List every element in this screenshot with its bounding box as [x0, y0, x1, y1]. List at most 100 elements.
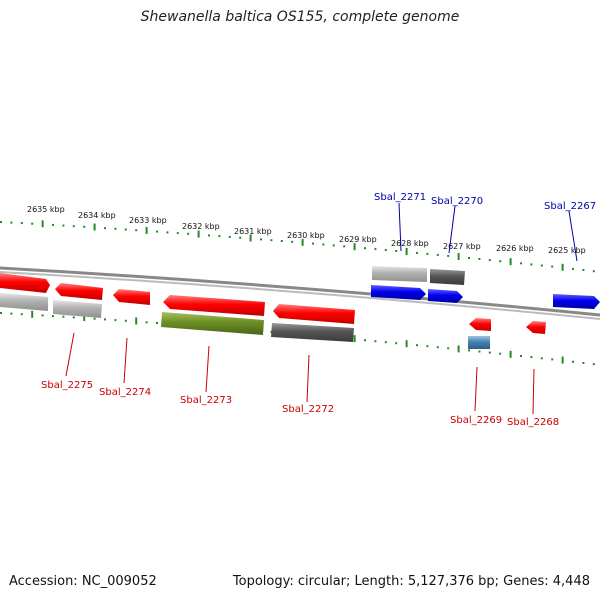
minor-tick [104, 318, 106, 321]
minor-tick [592, 363, 595, 366]
minor-tick [239, 236, 242, 239]
minor-tick [312, 242, 314, 245]
minor-tick [10, 312, 13, 315]
gene-sbal-2274[interactable] [55, 283, 103, 300]
major-tick [197, 230, 200, 238]
minor-tick [572, 267, 574, 270]
scale-label: 2635 kbp [27, 205, 65, 214]
major-tick [405, 248, 408, 255]
gene-label[interactable]: Sbal_2273 [180, 395, 232, 406]
map-title: Shewanella baltica OS155, complete genom… [140, 9, 460, 25]
minor-tick [395, 250, 398, 252]
minor-tick [114, 227, 117, 230]
minor-tick [52, 223, 54, 226]
leader-sbal-2268 [532, 368, 535, 415]
gene-track-inner [0, 293, 546, 349]
minor-tick [145, 321, 148, 324]
minor-tick [572, 360, 574, 363]
gene-olive[interactable] [161, 312, 264, 335]
gene-sbal-2268[interactable] [526, 321, 546, 334]
minor-tick [530, 263, 533, 266]
minor-tick [41, 314, 44, 317]
leader-sbal-2274 [123, 337, 128, 384]
scale-label: 2632 kbp [182, 222, 220, 231]
gene-sbal-2270-gray[interactable] [430, 269, 465, 285]
minor-tick [72, 316, 75, 319]
gene-label[interactable]: Sbal_2272 [282, 404, 334, 415]
scale-labels: 2635 kbp 2634 kbp 2633 kbp 2632 kbp 2631… [27, 205, 586, 255]
major-tick [509, 258, 512, 266]
minor-tick [478, 350, 481, 353]
major-tick [353, 335, 356, 343]
major-tick [301, 238, 304, 246]
minor-tick [93, 317, 96, 320]
major-tick [457, 345, 460, 353]
gene-label[interactable]: Sbal_2267 [544, 201, 596, 212]
gene-sbal-2273[interactable] [113, 289, 150, 305]
minor-tick [291, 240, 294, 243]
minor-tick [228, 235, 231, 238]
minor-tick [218, 235, 221, 238]
minor-tick [426, 252, 429, 255]
gene-sbal-2275[interactable] [0, 273, 50, 293]
gene-dark[interactable] [271, 323, 354, 342]
gene-sbal-2267[interactable] [553, 294, 600, 309]
minor-tick [156, 322, 158, 324]
minor-tick [436, 346, 439, 349]
minor-tick [530, 356, 533, 359]
gene-sbal-2272b[interactable] [273, 304, 355, 324]
gene-sbal-2269[interactable] [469, 318, 491, 331]
minor-tick [156, 230, 158, 233]
leader-sbal-2270 [448, 205, 456, 254]
backbone-strand-outer [0, 266, 600, 317]
scale-ticks-outer [0, 220, 595, 273]
gene-label[interactable]: Sbal_2269 [450, 415, 502, 426]
minor-tick [478, 258, 481, 260]
minor-tick [488, 351, 491, 354]
gene-steel[interactable] [468, 336, 490, 349]
minor-tick [488, 259, 491, 262]
gene-sbal-2271[interactable] [371, 285, 426, 300]
gene-gray-1[interactable] [0, 293, 48, 311]
minor-tick [114, 319, 117, 322]
minor-tick [416, 251, 418, 254]
minor-tick [31, 222, 34, 225]
minor-tick [124, 319, 127, 322]
gene-sbal-2271-gray[interactable] [372, 266, 427, 282]
minor-tick [582, 269, 585, 271]
minor-tick [520, 355, 522, 357]
gene-label[interactable]: Sbal_2274 [99, 387, 151, 398]
major-tick [561, 356, 564, 364]
minor-tick [592, 270, 595, 273]
leader-sbal-2272 [306, 354, 310, 403]
minor-tick [520, 262, 522, 265]
minor-tick [20, 313, 23, 316]
gene-sbal-2270[interactable] [428, 289, 463, 303]
major-tick [249, 234, 252, 242]
scale-label: 2630 kbp [287, 231, 325, 240]
major-tick [31, 310, 34, 318]
minor-tick [322, 243, 325, 246]
minor-tick [124, 228, 127, 231]
major-tick [561, 263, 564, 271]
minor-tick [332, 244, 335, 247]
minor-tick [135, 229, 138, 232]
minor-tick [384, 341, 387, 344]
minor-tick [72, 225, 75, 228]
minor-tick [0, 312, 2, 314]
gene-label[interactable]: Sbal_2270 [431, 196, 483, 207]
gene-label[interactable]: Sbal_2268 [507, 417, 559, 428]
minor-tick [540, 357, 543, 360]
minor-tick [551, 265, 554, 268]
minor-tick [10, 221, 13, 224]
gene-label[interactable]: Sbal_2275 [41, 380, 93, 391]
major-tick [457, 253, 460, 260]
minor-tick [499, 352, 502, 355]
minor-tick [436, 253, 439, 256]
gene-gray-2[interactable] [53, 300, 102, 318]
gene-label[interactable]: Sbal_2271 [374, 192, 426, 203]
minor-tick [384, 249, 387, 251]
gene-sbal-2272[interactable] [163, 295, 265, 316]
